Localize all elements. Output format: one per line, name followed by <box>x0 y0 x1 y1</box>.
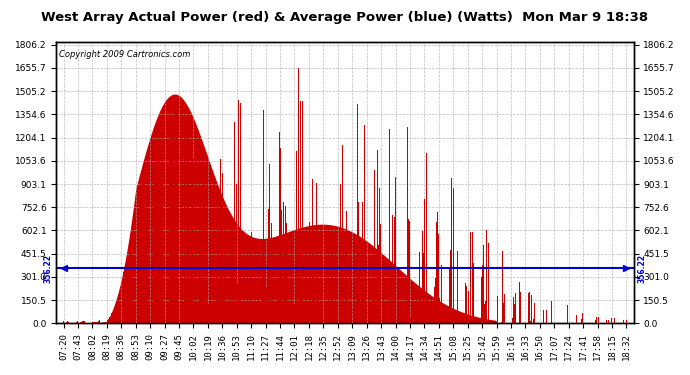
Text: 356.22: 356.22 <box>638 254 647 283</box>
Text: 356.22: 356.22 <box>43 254 52 283</box>
Text: West Array Actual Power (red) & Average Power (blue) (Watts)  Mon Mar 9 18:38: West Array Actual Power (red) & Average … <box>41 11 649 24</box>
Text: Copyright 2009 Cartronics.com: Copyright 2009 Cartronics.com <box>59 50 190 59</box>
